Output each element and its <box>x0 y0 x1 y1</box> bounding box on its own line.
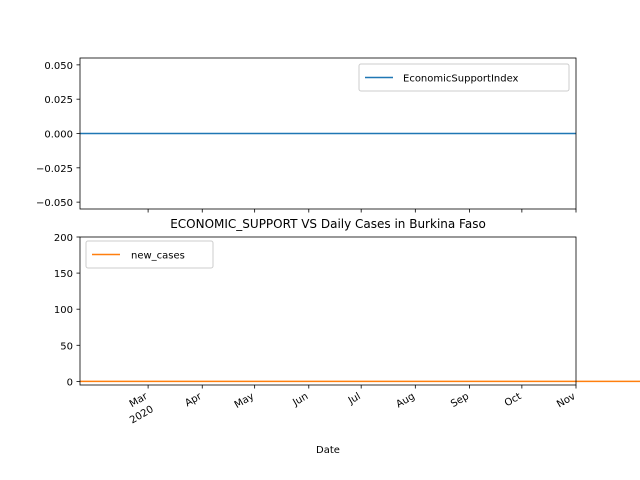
economic-support-legend: EconomicSupportIndex <box>358 63 570 92</box>
economic-support-y-tick-label: −0.025 <box>36 164 73 175</box>
daily-cases-plot-frame <box>79 236 577 386</box>
economic-support-legend-label: EconomicSupportIndex <box>403 74 519 85</box>
chart-title: ECONOMIC_SUPPORT VS Daily Cases in Burki… <box>170 217 486 231</box>
daily-cases-legend: new_cases <box>85 240 214 269</box>
economic-support-y-tick-label: −0.050 <box>36 198 73 209</box>
x-axis-label: Date <box>316 445 340 456</box>
economic-support-y-tick-label: 0.050 <box>44 61 73 72</box>
daily-cases-y-tick-label: 50 <box>60 341 73 352</box>
economic-support-legend-box <box>358 63 570 92</box>
economic-support-y-axis: −0.050 −0.025 0.000 0.025 0.050 <box>36 61 80 209</box>
daily-cases-y-axis: 0 50 100 150 200 <box>54 233 80 388</box>
economic-support-y-tick-label: 0.000 <box>44 130 73 141</box>
economic-support-y-tick-label: 0.025 <box>44 95 73 106</box>
economic-support-panel: −0.050 −0.025 0.000 0.025 0.050 EconomicSupp… <box>36 57 577 213</box>
daily-cases-y-tick-label: 100 <box>54 305 73 316</box>
economic-support-plot-frame <box>79 57 577 210</box>
daily-cases-legend-label: new_cases <box>131 251 185 262</box>
economic-support-x-axis-ticks <box>147 209 577 213</box>
daily-cases-legend-box <box>85 240 214 269</box>
daily-cases-y-tick-label: 0 <box>67 377 73 388</box>
daily-cases-y-tick-label: 150 <box>54 269 73 280</box>
daily-cases-y-tick-label: 200 <box>54 233 73 244</box>
